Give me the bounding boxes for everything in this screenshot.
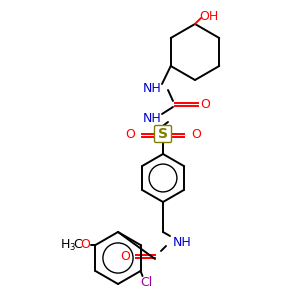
Text: S: S (158, 127, 168, 141)
Text: H: H (61, 238, 70, 251)
Text: O: O (125, 128, 135, 142)
Text: O: O (80, 238, 90, 251)
Text: NH: NH (172, 236, 191, 248)
Text: O: O (200, 98, 210, 110)
Text: OH: OH (200, 10, 219, 22)
Text: O: O (191, 128, 201, 142)
FancyBboxPatch shape (154, 125, 172, 142)
Text: NH: NH (142, 82, 161, 94)
Text: NH: NH (142, 112, 161, 124)
Text: Cl: Cl (140, 277, 153, 290)
Text: O: O (120, 250, 130, 262)
Text: C: C (73, 238, 82, 251)
Text: 3: 3 (70, 242, 75, 251)
